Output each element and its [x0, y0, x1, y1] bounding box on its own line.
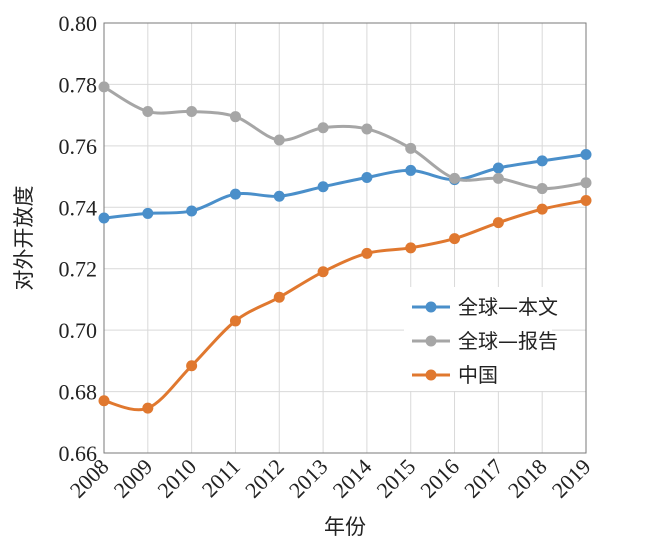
data-point: [229, 188, 241, 200]
x-tick-label: 2012: [240, 454, 289, 503]
series-3: [98, 195, 592, 414]
legend-label: 中国: [458, 363, 498, 387]
data-point: [580, 148, 592, 160]
y-tick-label: 0.74: [59, 195, 98, 220]
y-tick-label: 0.80: [59, 11, 98, 36]
data-point: [142, 402, 154, 414]
series-1: [98, 148, 592, 224]
series-2: [98, 81, 592, 195]
data-point: [492, 162, 504, 174]
data-point: [142, 207, 154, 219]
x-tick-label: 2014: [328, 454, 377, 503]
data-point: [536, 203, 548, 215]
data-point: [492, 172, 504, 184]
data-point: [449, 172, 461, 184]
data-point: [273, 291, 285, 303]
x-tick-label: 2009: [109, 454, 158, 503]
series-group: [98, 81, 592, 414]
legend-marker: [425, 301, 437, 313]
x-tick-label: 2013: [284, 454, 333, 503]
data-point: [536, 155, 548, 167]
data-point: [317, 181, 329, 193]
data-point: [492, 217, 504, 229]
legend-label: 全球—报告: [458, 329, 558, 353]
data-point: [186, 360, 198, 372]
x-tick-label: 2010: [152, 454, 201, 503]
data-point: [405, 142, 417, 154]
data-point: [449, 233, 461, 245]
y-tick-label: 0.68: [59, 380, 98, 405]
series-line: [103, 152, 587, 220]
y-tick-label: 0.66: [59, 441, 98, 466]
legend-marker: [425, 369, 437, 381]
y-tick-label: 0.76: [59, 134, 98, 159]
y-tick-label: 0.78: [59, 72, 98, 97]
data-point: [98, 81, 110, 93]
data-point: [580, 195, 592, 207]
x-axis-ticks: 2008200920102011201220132014201520162017…: [65, 454, 596, 503]
data-point: [317, 122, 329, 134]
data-point: [361, 171, 373, 183]
data-point: [580, 177, 592, 189]
data-point: [405, 242, 417, 254]
legend-marker: [425, 335, 437, 347]
data-point: [273, 134, 285, 146]
y-tick-label: 0.72: [59, 257, 98, 282]
x-tick-label: 2016: [415, 454, 464, 503]
data-point: [361, 247, 373, 259]
x-tick-label: 2015: [371, 454, 420, 503]
data-point: [229, 111, 241, 123]
y-tick-label: 0.70: [59, 318, 98, 343]
data-point: [142, 105, 154, 117]
data-point: [361, 123, 373, 135]
data-point: [273, 190, 285, 202]
x-tick-label: 2011: [197, 454, 245, 502]
y-axis-title: 对外开放度: [12, 186, 36, 291]
legend-label: 全球—本文: [458, 295, 558, 319]
data-point: [98, 395, 110, 407]
x-tick-label: 2019: [547, 454, 596, 503]
data-point: [317, 266, 329, 278]
x-tick-label: 2018: [503, 454, 552, 503]
x-axis-title: 年份: [324, 515, 366, 539]
y-axis-ticks: 0.66 0.68 0.70 0.72 0.74 0.76 0.78 0.80: [59, 11, 98, 466]
x-tick-label: 2017: [459, 454, 508, 503]
data-point: [536, 183, 548, 195]
data-point: [229, 315, 241, 327]
data-point: [405, 164, 417, 176]
grid-lines: [103, 22, 587, 454]
data-point: [98, 212, 110, 224]
plot-area-border: [103, 22, 587, 454]
data-point: [186, 105, 198, 117]
data-point: [186, 205, 198, 217]
series-line: [103, 85, 587, 191]
